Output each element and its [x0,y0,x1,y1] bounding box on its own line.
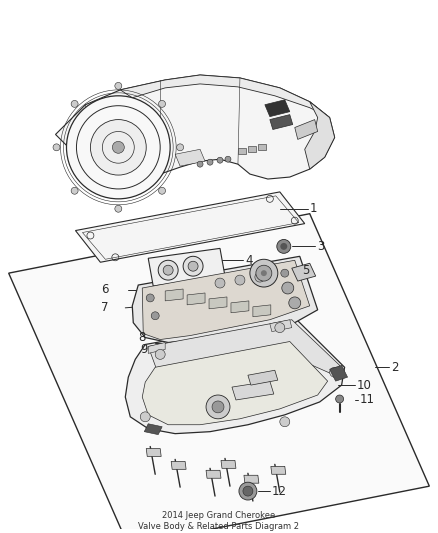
Circle shape [71,187,78,194]
Polygon shape [175,149,205,166]
Polygon shape [258,144,266,150]
Circle shape [275,322,285,333]
Text: 10: 10 [357,378,371,392]
Polygon shape [142,342,328,425]
Polygon shape [187,293,205,305]
Circle shape [280,243,287,250]
Circle shape [159,187,166,194]
Polygon shape [265,100,290,117]
Circle shape [115,83,122,90]
Circle shape [255,272,265,282]
Polygon shape [56,75,335,179]
Polygon shape [248,263,280,283]
Text: 12: 12 [272,484,287,498]
Text: 8: 8 [138,331,145,344]
Circle shape [239,482,257,500]
Polygon shape [206,470,221,478]
Polygon shape [144,424,162,434]
Circle shape [183,256,203,276]
Circle shape [188,261,198,271]
Circle shape [261,270,267,276]
Text: 5: 5 [302,264,309,277]
Polygon shape [125,318,345,434]
Polygon shape [148,248,225,286]
Circle shape [155,350,165,359]
Circle shape [330,367,339,377]
Circle shape [177,144,184,151]
Polygon shape [248,370,278,385]
Polygon shape [305,102,335,169]
Text: 9: 9 [141,343,148,356]
Polygon shape [9,214,429,533]
Text: 2014 Jeep Grand Cherokee
Valve Body & Related Parts Diagram 2: 2014 Jeep Grand Cherokee Valve Body & Re… [138,511,300,530]
Polygon shape [132,256,318,343]
Circle shape [53,144,60,151]
Polygon shape [165,289,183,301]
Text: 2: 2 [392,361,399,374]
Circle shape [277,239,291,253]
Circle shape [163,265,173,275]
Circle shape [158,260,178,280]
Polygon shape [221,461,236,469]
Polygon shape [120,75,330,118]
Polygon shape [238,148,246,154]
Polygon shape [270,115,293,130]
Circle shape [207,159,213,165]
Circle shape [256,265,272,281]
Polygon shape [330,365,348,381]
Circle shape [206,395,230,419]
Circle shape [140,412,150,422]
Polygon shape [171,462,186,470]
Polygon shape [244,475,259,483]
Text: 3: 3 [317,240,324,253]
Circle shape [159,100,166,107]
Polygon shape [231,301,249,313]
Text: 4: 4 [245,254,252,267]
Polygon shape [142,260,310,340]
Text: 6: 6 [101,284,108,296]
Circle shape [71,100,78,107]
Circle shape [282,282,294,294]
Polygon shape [209,297,227,309]
Circle shape [289,297,301,309]
Circle shape [336,395,343,403]
Polygon shape [146,448,161,456]
Polygon shape [148,343,165,353]
Polygon shape [148,320,339,379]
Polygon shape [232,381,274,400]
Circle shape [197,161,203,167]
Text: 11: 11 [360,393,374,407]
Circle shape [115,205,122,212]
Polygon shape [292,263,316,281]
Circle shape [217,157,223,163]
Circle shape [151,312,159,320]
Circle shape [225,156,231,162]
Circle shape [280,417,290,427]
Text: 7: 7 [101,301,108,314]
Circle shape [212,401,224,413]
Circle shape [112,141,124,154]
Circle shape [243,486,253,496]
Circle shape [235,275,245,285]
Circle shape [90,119,146,175]
Circle shape [146,294,154,302]
Circle shape [215,278,225,288]
Circle shape [250,259,278,287]
Polygon shape [248,147,256,152]
Polygon shape [75,192,305,262]
Polygon shape [271,466,286,474]
Polygon shape [253,305,271,317]
Circle shape [67,96,170,199]
Polygon shape [295,119,318,140]
Polygon shape [270,320,292,332]
Text: 1: 1 [310,202,317,215]
Circle shape [281,269,289,277]
